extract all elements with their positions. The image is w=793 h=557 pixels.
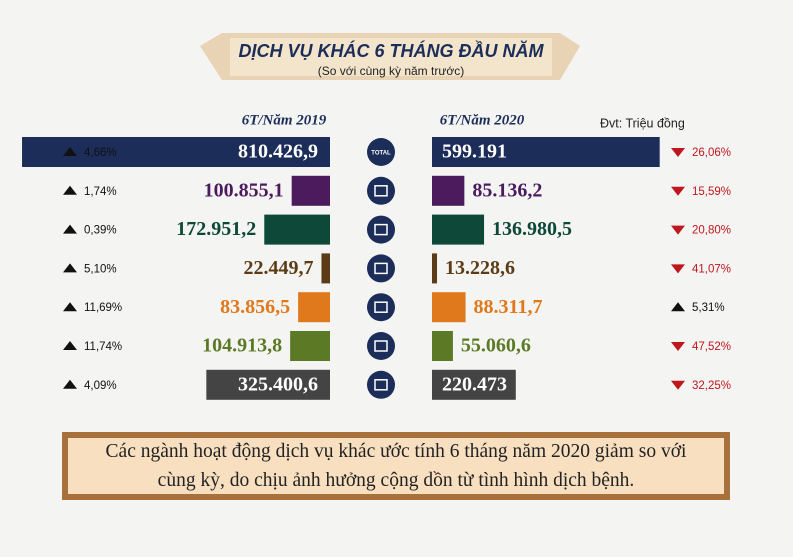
change-arrow	[671, 264, 685, 274]
value-label: 599.191	[442, 141, 507, 163]
change-label: 5,10%	[84, 263, 117, 275]
change-arrow	[671, 302, 685, 312]
value-label: 810.426,9	[238, 141, 318, 163]
change-arrow	[63, 379, 77, 389]
change-arrow	[63, 341, 77, 350]
change-arrow	[671, 225, 685, 235]
category-icon	[367, 293, 395, 322]
bar	[291, 175, 330, 206]
bar	[432, 137, 660, 167]
value-label: 325.400,6	[238, 373, 318, 395]
bar	[432, 175, 465, 206]
change-label: 47,52%	[692, 341, 731, 353]
chart-title: DỊCH VỤ KHÁC 6 THÁNG ĐẦU NĂM	[239, 40, 545, 61]
bar	[290, 331, 330, 361]
icon-glyph	[374, 379, 388, 391]
value-label: 220.473	[442, 373, 507, 395]
value-label: 22.449,7	[243, 257, 313, 279]
change-label: 11,74%	[84, 341, 122, 353]
unit-label: Đvt: Triệu đồng	[600, 116, 685, 130]
bar	[432, 369, 516, 400]
change-arrow	[63, 147, 77, 156]
bar	[298, 292, 330, 323]
bar	[264, 214, 330, 245]
change-label: 1,74%	[84, 186, 117, 198]
chart-subtitle: (So với cùng kỳ năm trước)	[318, 64, 464, 78]
icon-glyph	[374, 301, 388, 313]
change-label: 4,09%	[84, 380, 117, 392]
title-banner	[230, 38, 552, 76]
category-icon	[367, 370, 395, 399]
bar	[432, 253, 438, 284]
change-arrow	[63, 224, 77, 234]
change-arrow	[671, 342, 685, 351]
change-arrow	[671, 186, 685, 196]
series-label: 6T/Năm 2020	[440, 112, 525, 128]
value-label: 55.060,6	[461, 335, 531, 357]
bar	[432, 331, 453, 361]
change-arrow	[671, 148, 685, 157]
icon-glyph	[374, 340, 388, 352]
bar	[206, 369, 330, 400]
value-label: 88.311,7	[474, 296, 543, 318]
category-icon	[367, 332, 395, 360]
series-label: 6T/Năm 2019	[242, 112, 327, 128]
value-label: 100.855,1	[204, 179, 284, 201]
note-box: Các ngành hoạt động dịch vụ khác ước tín…	[62, 432, 730, 500]
category-icon	[367, 215, 395, 244]
icon-glyph	[374, 185, 388, 197]
value-label: 85.136,2	[472, 179, 542, 201]
bar	[321, 253, 330, 284]
change-label: 26,06%	[692, 147, 731, 159]
value-label: 104.913,8	[202, 335, 282, 357]
bar	[432, 292, 466, 323]
icon-glyph	[374, 223, 388, 236]
change-arrow	[671, 380, 685, 390]
change-label: 20,80%	[692, 225, 731, 237]
category-icon	[367, 176, 395, 205]
change-label: 41,07%	[692, 263, 731, 275]
category-icon	[367, 254, 395, 283]
change-arrow	[63, 302, 77, 312]
value-label: 136.980,5	[492, 218, 572, 240]
change-label: 4,66%	[84, 147, 117, 159]
change-label: 15,59%	[692, 186, 731, 198]
bar	[432, 214, 485, 245]
value-label: 172.951,2	[176, 218, 256, 240]
note-text: Các ngành hoạt động dịch vụ khác ước tín…	[105, 441, 687, 491]
change-label: 11,69%	[84, 302, 122, 314]
value-label: 13.228,6	[445, 257, 515, 279]
change-arrow	[63, 185, 77, 195]
change-label: 32,25%	[692, 380, 731, 392]
value-label: 83.856,5	[220, 296, 290, 318]
change-label: 5,31%	[692, 302, 725, 314]
change-arrow	[63, 263, 77, 273]
change-label: 0,39%	[84, 225, 117, 237]
icon-glyph	[374, 262, 388, 275]
category-icon	[367, 138, 395, 166]
category-label: TOTAL	[371, 151, 391, 157]
